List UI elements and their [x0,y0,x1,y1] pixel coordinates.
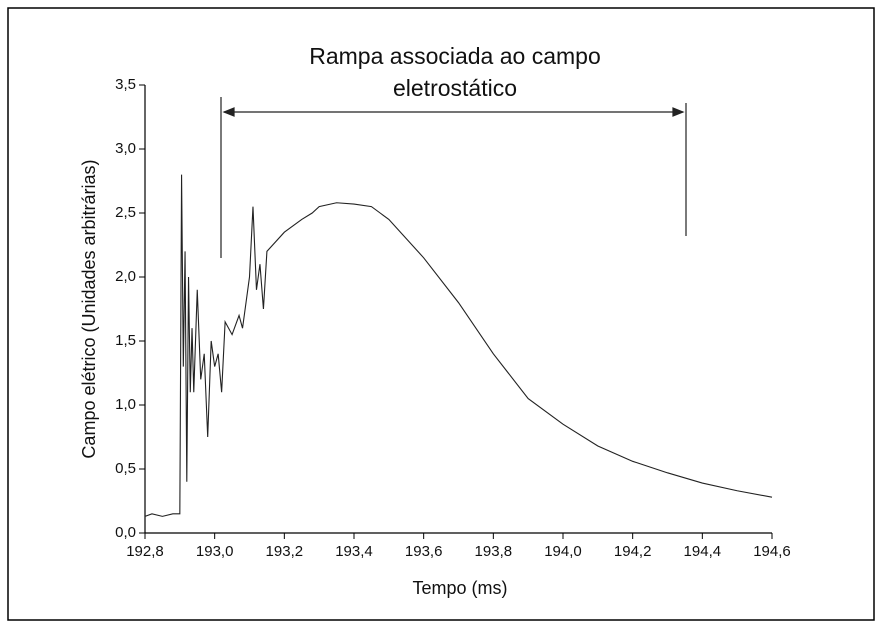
x-tick-label: 194,2 [614,543,652,560]
y-tick-label: 3,5 [115,76,136,93]
y-tick-label: 1,0 [115,396,136,413]
x-tick-label: 193,4 [335,543,373,560]
annotation-line: Rampa associada ao campo [309,43,601,69]
x-tick-label: 193,8 [475,543,513,560]
frame [7,7,875,621]
y-tick-label: 1,5 [115,332,136,349]
y-tick-label: 0,0 [115,524,136,541]
x-tick-label: 193,0 [196,543,234,560]
y-tick-label: 3,0 [115,140,136,157]
y-tick-label: 2,5 [115,204,136,221]
data-line [144,174,773,517]
ramp-arrow [220,97,687,258]
annotation-line: eletrostático [393,75,517,101]
x-tick-label: 192,8 [126,543,164,560]
y-axis-label: Campo elétrico (Unidades arbitrárias) [79,159,99,458]
x-tick-label: 193,2 [266,543,304,560]
x-tick-label: 194,4 [684,543,722,560]
x-tick-label: 194,0 [544,543,582,560]
y-tick-label: 2,0 [115,268,136,285]
x-axis-label: Tempo (ms) [412,578,507,598]
x-tick-label: 193,6 [405,543,443,560]
y-tick-label: 0,5 [115,460,136,477]
x-tick-label: 194,6 [753,543,791,560]
